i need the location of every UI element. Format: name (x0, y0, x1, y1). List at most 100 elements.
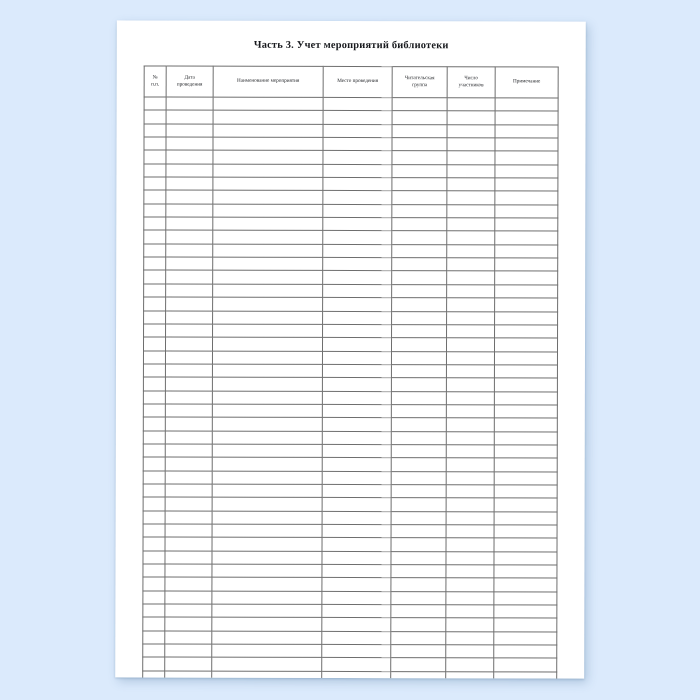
table-cell-count (446, 191, 495, 205)
table-cell-place (322, 137, 393, 151)
table-cell-group (390, 577, 446, 592)
table-row (143, 150, 558, 165)
table-header: № п.п. Дата проведения Наименование меро… (144, 65, 559, 99)
table-cell-group (391, 417, 447, 432)
table-row (142, 564, 557, 579)
column-header-place: Место проведения (323, 66, 393, 98)
table-cell-num (143, 270, 166, 284)
table-cell-group (391, 431, 447, 445)
table-cell-date (165, 417, 213, 431)
table-cell-date (164, 564, 212, 578)
table-cell-place (322, 217, 392, 232)
table-cell-num (143, 457, 166, 471)
table-cell-place (322, 204, 392, 218)
table-cell-num (143, 443, 166, 458)
table-cell-place (322, 377, 392, 392)
table-cell-place (322, 537, 392, 552)
table-cell-name (212, 270, 323, 285)
table-cell-group (391, 257, 447, 272)
table-cell-count (446, 404, 495, 419)
table-cell-group (391, 271, 447, 285)
table-cell-name (212, 190, 323, 205)
table-cell-name (212, 524, 323, 538)
table-cell-num (144, 96, 167, 111)
table-cell-date (165, 243, 213, 258)
table-row (143, 377, 558, 392)
table-cell-name (212, 457, 323, 472)
table-cell-count (445, 591, 494, 605)
table-row (142, 644, 557, 659)
table-cell-note (493, 604, 557, 619)
table-row (143, 443, 558, 459)
table-row (143, 337, 558, 352)
table-cell-num (143, 323, 166, 338)
table-cell-note (493, 578, 557, 592)
table-cell-date (165, 537, 213, 551)
table-cell-place (322, 310, 392, 325)
table-cell-date (165, 190, 213, 204)
column-header-date-line-2: проведения (176, 81, 203, 88)
table-cell-count (445, 604, 494, 619)
table-cell-num (143, 137, 167, 151)
table-cell-name (212, 177, 323, 191)
table-row (142, 657, 557, 672)
table-header-row: № п.п. Дата проведения Наименование меро… (144, 65, 559, 99)
table-cell-name (211, 657, 322, 672)
table-cell-date (165, 230, 213, 244)
table-cell-place (322, 297, 392, 312)
events-register-table: № п.п. Дата проведения Наименование меро… (142, 65, 559, 679)
table-cell-note (494, 391, 558, 405)
table-row (143, 417, 558, 432)
table-cell-note (493, 658, 557, 672)
table-cell-place (322, 150, 392, 165)
table-cell-place (322, 257, 392, 272)
table-cell-num (142, 564, 165, 578)
table-row (142, 630, 557, 646)
table-cell-date (165, 484, 213, 498)
table-cell-place (321, 577, 391, 592)
table-cell-note (493, 591, 557, 606)
table-cell-place (322, 270, 392, 285)
table-cell-date (165, 297, 213, 311)
table-cell-note (494, 177, 558, 192)
table-cell-count (446, 177, 495, 192)
table-cell-num (143, 510, 166, 525)
table-cell-group (391, 484, 447, 499)
table-cell-group (391, 150, 447, 165)
table-cell-group (391, 471, 447, 485)
table-cell-group (391, 204, 447, 218)
table-cell-group (391, 391, 447, 405)
table-cell-num (142, 670, 165, 679)
table-cell-count (445, 671, 494, 679)
table-row (143, 163, 558, 179)
table-cell-num (143, 337, 166, 351)
table-row (142, 577, 557, 592)
table-cell-note (493, 631, 557, 646)
column-header-note-line-1: Примечание (512, 78, 541, 85)
table-cell-num (143, 163, 166, 178)
table-cell-note (495, 124, 559, 139)
table-cell-group (390, 644, 446, 659)
table-row (143, 510, 558, 526)
column-header-note: Примечание (495, 66, 559, 99)
table-row (143, 283, 558, 299)
table-cell-place (321, 671, 391, 679)
table-cell-name (212, 230, 323, 245)
table-cell-num (143, 150, 166, 164)
table-cell-note (494, 498, 558, 512)
table-cell-date (165, 497, 213, 511)
table-cell-num (142, 590, 165, 605)
table-cell-group (390, 631, 446, 645)
table-cell-num (143, 297, 166, 311)
table-cell-num (143, 230, 166, 244)
table-cell-name (211, 670, 322, 679)
table-row (143, 537, 558, 552)
table-cell-group (392, 124, 448, 138)
table-cell-group (390, 658, 446, 672)
table-cell-note (494, 431, 558, 445)
table-body (142, 96, 559, 679)
table-row (142, 670, 557, 679)
table-cell-note (494, 404, 558, 419)
table-row (143, 470, 558, 485)
